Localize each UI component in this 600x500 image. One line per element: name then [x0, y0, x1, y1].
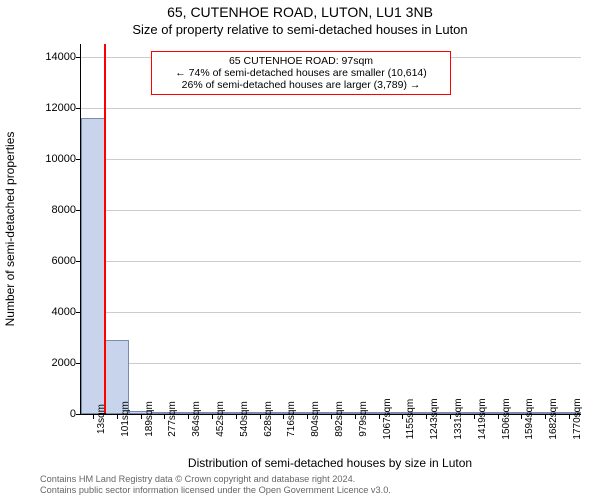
y-tick-label: 8000: [26, 204, 76, 216]
x-tick-label: 13sqm: [96, 404, 107, 434]
chart-subtitle: Size of property relative to semi-detach…: [0, 22, 600, 37]
x-tick-label: 364sqm: [191, 401, 202, 437]
x-tick-label: 892sqm: [334, 401, 345, 437]
gridline: [81, 108, 581, 109]
x-tick-mark: [545, 414, 546, 419]
x-tick-mark: [93, 414, 94, 419]
gridline: [81, 210, 581, 211]
x-tick-mark: [331, 414, 332, 419]
x-tick-mark: [188, 414, 189, 419]
property-marker-line: [104, 44, 106, 414]
y-tick-label: 12000: [26, 102, 76, 114]
gridline: [81, 363, 581, 364]
chart-container: 65, CUTENHOE ROAD, LUTON, LU1 3NB Size o…: [0, 0, 600, 500]
x-tick-mark: [474, 414, 475, 419]
y-tick-label: 4000: [26, 306, 76, 318]
y-tick-mark: [76, 414, 81, 415]
x-tick-mark: [260, 414, 261, 419]
x-tick-label: 1682sqm: [548, 398, 559, 439]
gridline: [81, 261, 581, 262]
y-tick-label: 10000: [26, 153, 76, 165]
x-tick-mark: [426, 414, 427, 419]
gridline: [81, 312, 581, 313]
x-tick-label: 1770sqm: [572, 398, 583, 439]
annotation-line3: 26% of semi-detached houses are larger (…: [158, 79, 444, 91]
x-tick-label: 1243sqm: [429, 398, 440, 439]
y-tick-label: 0: [26, 408, 76, 420]
x-tick-mark: [498, 414, 499, 419]
y-tick-label: 2000: [26, 357, 76, 369]
x-tick-mark: [379, 414, 380, 419]
x-tick-mark: [402, 414, 403, 419]
x-tick-mark: [355, 414, 356, 419]
x-tick-mark: [117, 414, 118, 419]
annotation-box: 65 CUTENHOE ROAD: 97sqm← 74% of semi-det…: [151, 51, 451, 95]
gridline: [81, 159, 581, 160]
x-tick-label: 101sqm: [120, 401, 131, 437]
y-tick-mark: [76, 57, 81, 58]
y-tick-label: 14000: [26, 51, 76, 63]
x-tick-label: 540sqm: [239, 401, 250, 437]
histogram-bar: [81, 118, 105, 414]
footer-line2: Contains public sector information licen…: [40, 485, 391, 496]
annotation-line1: 65 CUTENHOE ROAD: 97sqm: [158, 55, 444, 67]
annotation-line2: ← 74% of semi-detached houses are smalle…: [158, 67, 444, 79]
x-tick-label: 452sqm: [215, 401, 226, 437]
x-tick-label: 1155sqm: [405, 399, 416, 439]
x-tick-label: 1506sqm: [501, 398, 512, 439]
x-axis-label: Distribution of semi-detached houses by …: [80, 456, 580, 470]
x-tick-label: 189sqm: [144, 401, 155, 437]
y-tick-mark: [76, 108, 81, 109]
x-tick-label: 979sqm: [358, 401, 369, 437]
chart-title-address: 65, CUTENHOE ROAD, LUTON, LU1 3NB: [0, 4, 600, 20]
y-axis-label: Number of semi-detached properties: [3, 132, 17, 327]
x-tick-mark: [164, 414, 165, 419]
footer-line1: Contains HM Land Registry data © Crown c…: [40, 474, 391, 485]
x-tick-label: 716sqm: [286, 401, 297, 437]
plot-area: 65 CUTENHOE ROAD: 97sqm← 74% of semi-det…: [80, 44, 581, 415]
x-tick-label: 277sqm: [167, 401, 178, 437]
footer-attribution: Contains HM Land Registry data © Crown c…: [40, 474, 391, 496]
x-tick-label: 628sqm: [263, 401, 274, 437]
x-tick-mark: [283, 414, 284, 419]
x-tick-label: 1331sqm: [453, 398, 464, 439]
x-tick-label: 1067sqm: [382, 398, 393, 439]
x-tick-label: 804sqm: [310, 401, 321, 437]
y-tick-label: 6000: [26, 255, 76, 267]
x-tick-label: 1419sqm: [477, 398, 488, 439]
x-tick-mark: [569, 414, 570, 419]
x-tick-label: 1594sqm: [524, 398, 535, 439]
x-tick-mark: [236, 414, 237, 419]
x-tick-mark: [521, 414, 522, 419]
x-tick-mark: [141, 414, 142, 419]
x-tick-mark: [450, 414, 451, 419]
x-tick-mark: [212, 414, 213, 419]
x-tick-mark: [307, 414, 308, 419]
